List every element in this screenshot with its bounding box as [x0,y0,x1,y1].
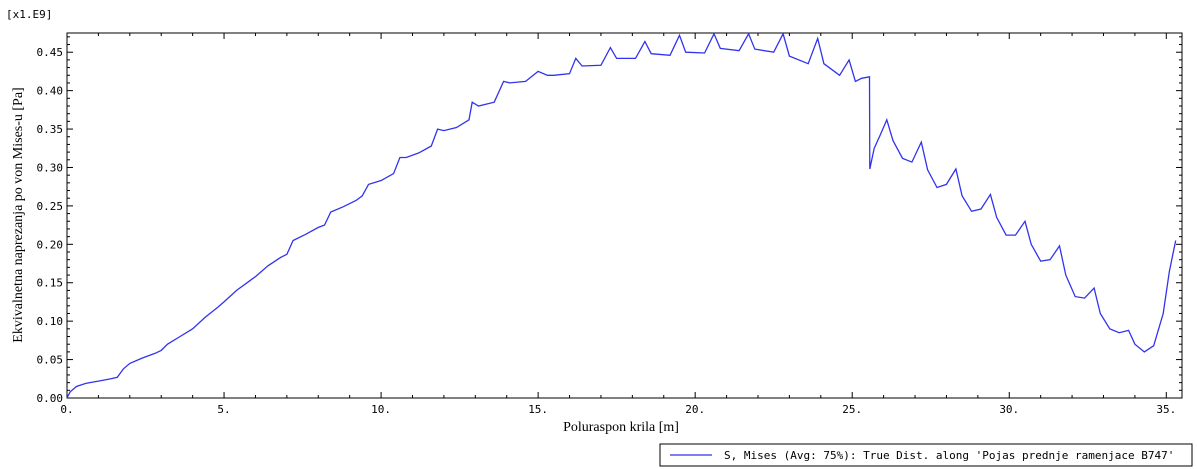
x-tick-label: 5. [217,403,230,416]
y-tick-label: 0.35 [37,123,64,136]
legend: S, Mises (Avg: 75%): True Dist. along 'P… [659,443,1193,467]
y-tick-label: 0.05 [37,354,64,367]
y-multiplier-label: [x1.E9] [6,8,52,21]
y-tick-label: 0.25 [37,200,64,213]
x-axis-ticks: 0. 5. 10. 15. 20. 25. 30. 35. [60,33,1176,416]
plot-frame [66,32,1183,399]
legend-box [659,443,1193,467]
y-tick-label: 0.30 [37,161,64,174]
x-tick-label: 15. [528,403,548,416]
series-line [66,32,1177,399]
y-tick-label: 0.00 [37,392,64,405]
x-tick-label: 25. [842,403,862,416]
x-tick-label: 20. [685,403,705,416]
x-tick-label: 30. [999,403,1019,416]
y-tick-label: 0.45 [37,46,64,59]
x-tick-label: 0. [60,403,73,416]
legend-entry-label: S, Mises (Avg: 75%): True Dist. along 'P… [724,449,1174,462]
y-tick-label: 0.40 [37,85,64,98]
plot-area: 0. 5. 10. 15. 20. 25. 30. 35. 0.000.050.100.150… [37,32,1183,416]
y-tick-label: 0.20 [37,238,64,251]
x-axis-label: Poluraspon krila [m] [563,420,679,435]
x-tick-label: 35. [1156,403,1176,416]
y-axis-ticks: 0.00 0.05 0.10 0.15 0.20 0.25 0.30 0.35 0.40 0.45 [37,36,1182,405]
y-axis-label: Ekvivalnetna naprezanja po von Mises-u [… [11,87,26,342]
y-tick-label: 0.10 [37,315,64,328]
x-tick-label: 10. [371,403,391,416]
y-tick-label: 0.15 [37,277,64,290]
